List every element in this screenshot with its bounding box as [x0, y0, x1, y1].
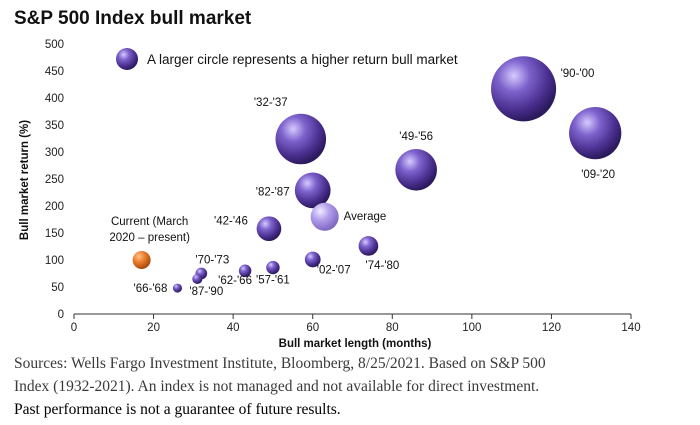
x-tick-label: 20	[147, 322, 160, 334]
bubble-point	[238, 264, 252, 278]
source-line-2: Index (1932-2021). An index is not manag…	[14, 378, 540, 395]
bubble-point	[395, 148, 437, 191]
legend-text: A larger circle represents a higher retu…	[147, 52, 458, 67]
y-tick-label: 0	[58, 309, 64, 321]
y-tick-label: 150	[45, 228, 64, 240]
legend-bubble	[116, 48, 138, 70]
bubble-chart: 0 20 40 60 80 100 120 140 0 50 100 150 200 250 300 350 4…	[19, 39, 641, 350]
data-label: '49-'56	[399, 131, 433, 143]
data-label: '57-'61	[256, 275, 290, 287]
data-label: '32-'37	[254, 97, 288, 109]
x-tick-label: 140	[621, 322, 640, 334]
y-axis-label: Bull market return (%)	[19, 120, 31, 240]
bubble-point	[275, 113, 327, 165]
bubble-point	[266, 260, 280, 275]
bubble-point	[294, 172, 331, 209]
y-tick-label: 50	[51, 282, 64, 294]
bubble-point	[192, 273, 203, 284]
data-label: '42-'46	[214, 216, 248, 228]
y-tick-label: 500	[45, 39, 64, 51]
x-tick-label: 60	[306, 322, 319, 334]
bubble-point	[132, 251, 151, 269]
data-label: '90-'00	[561, 68, 595, 80]
data-label: '02-'07	[317, 264, 351, 276]
chart-title: S&P 500 Index bull market	[14, 8, 252, 29]
y-tick-label: 300	[45, 147, 64, 159]
source-line-1: Sources: Wells Fargo Investment Institut…	[14, 355, 546, 372]
bubble-point	[491, 56, 557, 122]
x-axis-label: Bull market length (months)	[279, 338, 432, 350]
data-label: Average	[344, 211, 387, 223]
y-tick-label: 250	[45, 174, 64, 186]
bubble-point	[256, 216, 282, 242]
bubble-point	[310, 202, 339, 231]
bubble-point	[304, 251, 321, 268]
data-label: '62-'66	[218, 275, 252, 287]
x-tick-label: 80	[386, 322, 399, 334]
y-tick-label: 350	[45, 120, 64, 132]
data-label: Current (March 2020 – present)	[109, 216, 190, 244]
x-tick-label: 40	[227, 322, 240, 334]
bubble-point	[172, 283, 182, 293]
data-label: '66-'68	[134, 283, 168, 295]
x-tick-label: 0	[71, 322, 77, 334]
y-tick-label: 450	[45, 66, 64, 78]
y-tick-label: 400	[45, 93, 64, 105]
data-label: '70-'73	[195, 255, 229, 267]
x-tick-label: 120	[542, 322, 561, 334]
bubble-point	[358, 236, 379, 256]
y-tick-label: 200	[45, 201, 64, 213]
data-label: '87-'90	[189, 286, 223, 298]
data-label: '74-'80	[366, 260, 400, 272]
bubble-point	[569, 106, 622, 160]
data-label: '09-'20	[581, 169, 615, 181]
y-tick-label: 100	[45, 255, 64, 267]
x-tick-label: 100	[462, 322, 481, 334]
data-label: '82-'87	[256, 186, 290, 198]
disclaimer: Past performance is not a guarantee of f…	[14, 401, 341, 418]
